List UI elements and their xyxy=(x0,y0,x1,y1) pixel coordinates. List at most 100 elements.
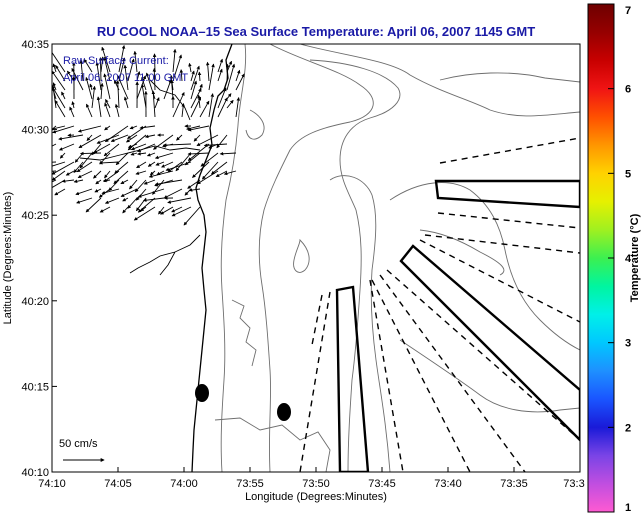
current-vector xyxy=(115,152,129,166)
current-vector xyxy=(179,69,184,82)
x-axis-ticks: 74:10 74:05 74:00 73:55 73:50 73:45 73:40 73:35… xyxy=(38,467,585,490)
current-vector xyxy=(118,45,126,73)
current-vector xyxy=(52,179,66,189)
current-vector xyxy=(75,188,93,196)
current-vector xyxy=(52,143,57,147)
colorbar-tick-label: 6 xyxy=(625,84,631,96)
current-vector xyxy=(76,197,93,204)
river-line xyxy=(129,234,201,276)
current-vector xyxy=(61,179,75,183)
current-vector xyxy=(94,188,102,193)
current-vector xyxy=(93,143,111,154)
current-vector xyxy=(187,152,210,156)
current-vector xyxy=(85,197,102,213)
x-tick-label: 73:50 xyxy=(302,478,330,490)
current-vector xyxy=(187,125,210,132)
current-vector xyxy=(95,179,102,185)
beam-outlines xyxy=(335,179,580,472)
current-vector xyxy=(163,188,183,199)
current-vector xyxy=(96,96,102,118)
current-vector xyxy=(104,125,111,131)
current-vector xyxy=(104,197,120,204)
current-vector xyxy=(113,170,129,184)
current-vector xyxy=(143,179,156,185)
current-vector xyxy=(120,179,129,185)
current-vector xyxy=(200,152,219,167)
current-vector xyxy=(104,170,111,179)
y-tick-label: 40:25 xyxy=(21,210,49,222)
current-vector xyxy=(197,71,202,82)
x-tick-label: 73:45 xyxy=(368,478,396,490)
dashed-beam-lines xyxy=(299,137,580,472)
x-tick-label: 73:3 xyxy=(563,478,584,490)
y-tick-label: 40:20 xyxy=(21,296,49,308)
current-vector xyxy=(226,63,236,91)
current-vector xyxy=(141,76,147,91)
bathymetry-contours xyxy=(214,44,580,472)
y-tick-label: 40:10 xyxy=(21,467,49,479)
current-vector xyxy=(59,152,66,159)
current-vector xyxy=(137,188,165,198)
current-vector xyxy=(52,70,66,91)
colorbar-label: Temperature (°C) xyxy=(629,213,641,302)
y-tick-label: 40:15 xyxy=(21,381,49,393)
current-vector xyxy=(225,63,230,82)
current-vector xyxy=(151,90,156,118)
current-vector xyxy=(160,206,174,215)
current-vector xyxy=(77,170,93,179)
current-vector xyxy=(142,197,165,203)
y-axis-ticks: 40:10 40:15 40:20 40:25 40:30 40:35 xyxy=(21,39,57,479)
current-vector xyxy=(137,143,156,152)
current-vector xyxy=(135,170,147,175)
current-vector xyxy=(211,161,228,175)
current-vector xyxy=(183,206,201,226)
x-tick-label: 74:10 xyxy=(38,478,66,490)
current-vector xyxy=(73,179,84,184)
current-vector xyxy=(54,99,66,118)
current-vector xyxy=(172,54,183,82)
current-vector xyxy=(78,134,102,149)
current-vector xyxy=(190,88,202,109)
current-vector xyxy=(116,80,120,109)
current-vector xyxy=(103,143,120,157)
current-vector xyxy=(163,79,172,100)
current-vector xyxy=(153,134,174,150)
current-vector xyxy=(52,87,57,109)
current-vector xyxy=(77,125,102,133)
annotation-line: April 06, 2007 11:00 GMT xyxy=(63,72,188,84)
current-vector xyxy=(127,197,138,209)
x-tick-label: 73:55 xyxy=(236,478,264,490)
current-vector xyxy=(99,161,120,165)
current-vector xyxy=(181,103,185,118)
colorbar-tick-label: 7 xyxy=(625,5,631,17)
current-vector xyxy=(85,76,93,100)
colorbar-tick-label: 2 xyxy=(625,422,631,434)
current-vector xyxy=(61,91,66,100)
current-vector xyxy=(98,57,103,82)
current-vector xyxy=(226,99,234,109)
current-vector xyxy=(169,74,174,100)
x-tick-label: 74:05 xyxy=(104,478,132,490)
current-vector xyxy=(190,80,198,100)
current-vector xyxy=(104,102,111,118)
current-vector xyxy=(172,91,185,118)
current-vector xyxy=(52,125,75,134)
current-vector xyxy=(219,151,237,156)
current-vector xyxy=(172,48,177,73)
current-vector xyxy=(201,161,219,180)
current-vector xyxy=(235,69,241,82)
current-vector xyxy=(52,179,57,183)
station-dot xyxy=(277,403,291,421)
current-vector xyxy=(52,170,66,181)
x-axis-label: Longitude (Degrees:Minutes) xyxy=(245,491,387,503)
current-vector xyxy=(175,152,192,172)
current-vector xyxy=(105,98,111,109)
current-vector xyxy=(79,60,84,82)
x-tick-label: 74:00 xyxy=(170,478,198,490)
current-vector xyxy=(100,56,105,73)
current-vector xyxy=(103,73,111,100)
current-vector xyxy=(76,161,93,173)
current-vector xyxy=(217,68,223,82)
current-vector xyxy=(188,62,192,73)
